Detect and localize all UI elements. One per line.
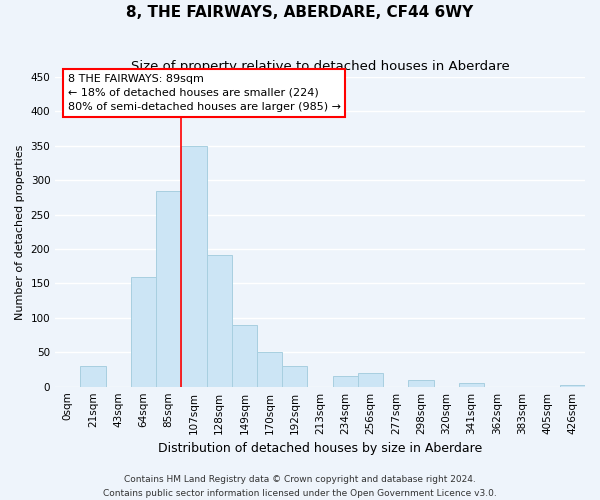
Bar bbox=[206, 254, 232, 386]
Bar bbox=[358, 373, 383, 386]
Bar bbox=[257, 352, 282, 386]
Bar bbox=[131, 276, 156, 386]
Y-axis label: Number of detached properties: Number of detached properties bbox=[15, 144, 25, 320]
Title: Size of property relative to detached houses in Aberdare: Size of property relative to detached ho… bbox=[131, 60, 509, 73]
Bar bbox=[282, 366, 307, 386]
Text: 8, THE FAIRWAYS, ABERDARE, CF44 6WY: 8, THE FAIRWAYS, ABERDARE, CF44 6WY bbox=[127, 5, 473, 20]
Bar bbox=[156, 190, 181, 386]
Text: Contains HM Land Registry data © Crown copyright and database right 2024.
Contai: Contains HM Land Registry data © Crown c… bbox=[103, 476, 497, 498]
Text: 8 THE FAIRWAYS: 89sqm
← 18% of detached houses are smaller (224)
80% of semi-det: 8 THE FAIRWAYS: 89sqm ← 18% of detached … bbox=[68, 74, 341, 112]
X-axis label: Distribution of detached houses by size in Aberdare: Distribution of detached houses by size … bbox=[158, 442, 482, 455]
Bar bbox=[332, 376, 358, 386]
Bar bbox=[409, 380, 434, 386]
Bar bbox=[459, 383, 484, 386]
Bar bbox=[181, 146, 206, 386]
Bar bbox=[232, 324, 257, 386]
Bar bbox=[80, 366, 106, 386]
